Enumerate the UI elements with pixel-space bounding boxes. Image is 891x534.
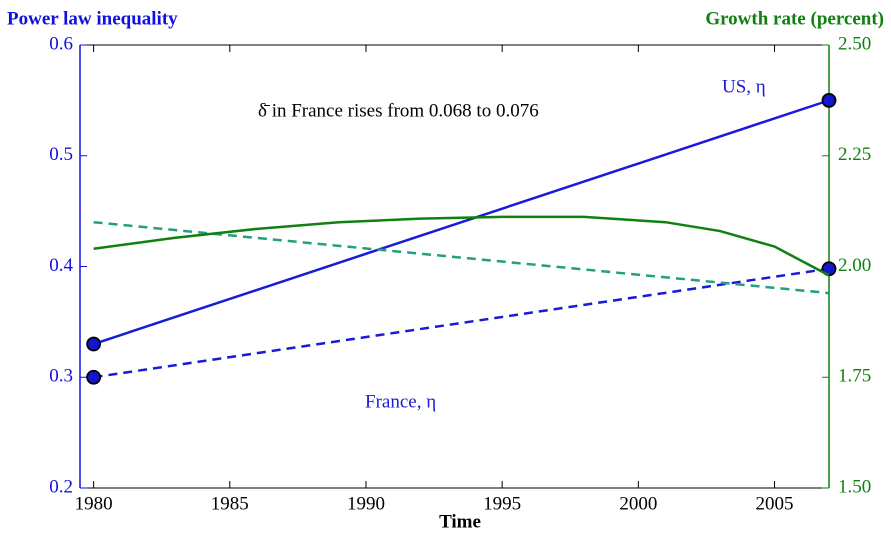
line [93, 215, 830, 277]
x-tick-label: 1980 [75, 493, 113, 514]
annotation: δ̄ in France rises from 0.068 to 0.076 [258, 100, 539, 121]
y-tick-label: 0.4 [49, 255, 73, 276]
x-tick-label: 1990 [347, 493, 385, 514]
y2-tick-label: 2.50 [838, 33, 871, 54]
x-tick-label: 1985 [211, 493, 249, 514]
marker [86, 336, 102, 352]
x-tick-label: 1995 [483, 493, 521, 514]
x-tick-label: 2005 [756, 493, 794, 514]
line [93, 99, 830, 346]
y2-tick-label: 2.00 [838, 255, 871, 276]
y-tick-label: 0.2 [49, 476, 73, 497]
x-tick-label: 2000 [619, 493, 657, 514]
marker [86, 369, 102, 385]
marker [821, 92, 837, 108]
y2-tick-label: 1.50 [838, 476, 871, 497]
y-tick-label: 0.5 [49, 144, 73, 165]
x-axis-title: Time [439, 511, 481, 532]
y2-tick-label: 1.75 [838, 366, 871, 387]
series-label: US, η [722, 76, 766, 97]
line [93, 267, 830, 379]
y-tick-label: 0.6 [49, 33, 73, 54]
y-tick-label: 0.3 [49, 366, 73, 387]
y2-tick-label: 2.25 [838, 144, 871, 165]
series-label: France, η [365, 391, 436, 412]
y2-axis-title: Growth rate (percent) [705, 8, 884, 29]
y-axis-title: Power law inequality [7, 8, 178, 29]
line [93, 220, 830, 295]
